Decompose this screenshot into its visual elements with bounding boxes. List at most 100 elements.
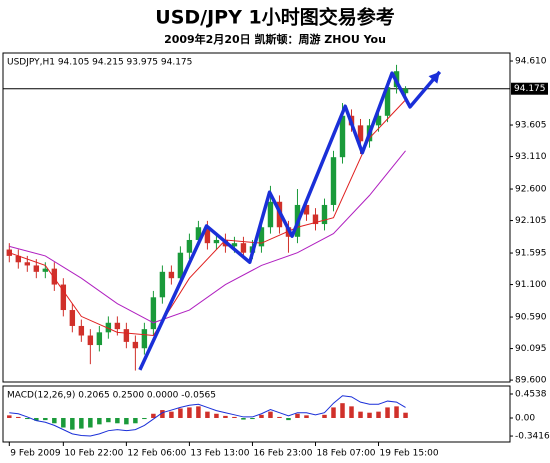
candle-body bbox=[24, 262, 31, 266]
macd-bar bbox=[223, 415, 228, 418]
candle-body bbox=[402, 88, 409, 94]
y-tick-label: 93.605 bbox=[515, 121, 547, 131]
macd-bar bbox=[304, 415, 309, 418]
candle-body bbox=[123, 329, 130, 342]
x-tick-label: 19 Feb 15:00 bbox=[380, 449, 439, 459]
macd-bar bbox=[205, 411, 210, 418]
y-tick-label: 94.610 bbox=[515, 57, 547, 67]
candle-body bbox=[33, 265, 40, 272]
chart-title: USD/JPY 1小时图交易参考 bbox=[155, 6, 394, 29]
last-price-label: 94.175 bbox=[514, 84, 546, 94]
macd-bar bbox=[394, 406, 399, 418]
macd-bar bbox=[133, 417, 138, 424]
y-tick-label: 89.600 bbox=[515, 376, 547, 386]
macd-bar bbox=[7, 415, 12, 418]
macd-bar bbox=[340, 403, 345, 418]
y-tick-label: 93.110 bbox=[515, 152, 547, 162]
candle-body bbox=[213, 239, 220, 244]
candle-body bbox=[42, 268, 49, 272]
candle-body bbox=[321, 204, 328, 225]
macd-bar bbox=[376, 411, 381, 418]
macd-bar bbox=[142, 417, 147, 420]
candle-body bbox=[69, 310, 76, 326]
macd-bar bbox=[241, 417, 246, 420]
y-tick-label: 0.4538 bbox=[515, 389, 547, 399]
y-tick-label: 92.600 bbox=[515, 185, 547, 195]
macd-bar bbox=[250, 417, 255, 420]
candle-body bbox=[141, 329, 148, 349]
candle-body bbox=[339, 115, 346, 158]
candle-body bbox=[159, 271, 166, 298]
macd-bar bbox=[403, 412, 408, 418]
macd-bar bbox=[385, 407, 390, 418]
macd-bar bbox=[259, 414, 264, 418]
macd-bar bbox=[43, 417, 48, 421]
y-tick-label: -0.3416 bbox=[515, 432, 550, 442]
candle-body bbox=[384, 87, 391, 116]
macd-bar bbox=[214, 413, 219, 418]
candle-body bbox=[150, 297, 157, 330]
macd-label: MACD(12,26,9) 0.2065 0.2500 0.0000 -0.05… bbox=[7, 391, 216, 401]
x-tick-label: 12 Feb 06:00 bbox=[127, 449, 186, 459]
macd-bar bbox=[79, 417, 84, 429]
macd-bar bbox=[178, 408, 183, 418]
macd-bar bbox=[367, 412, 372, 418]
y-tick-label: 90.095 bbox=[515, 344, 547, 354]
macd-bar bbox=[187, 407, 192, 418]
y-tick-label: 0.00 bbox=[515, 413, 535, 423]
macd-bar bbox=[124, 417, 129, 425]
moving-average bbox=[9, 150, 406, 324]
macd-bar bbox=[115, 417, 120, 424]
macd-bar bbox=[16, 416, 21, 418]
macd-line bbox=[9, 395, 406, 437]
last-price-tag bbox=[511, 82, 548, 95]
y-tick-label: 92.105 bbox=[515, 216, 547, 226]
candle-body bbox=[60, 284, 67, 311]
macd-bar bbox=[97, 417, 102, 425]
x-tick-label: 16 Feb 23:00 bbox=[253, 449, 312, 459]
macd-bar bbox=[61, 417, 66, 428]
candle-body bbox=[204, 227, 211, 244]
candle-body bbox=[51, 268, 58, 285]
macd-bar bbox=[70, 417, 75, 430]
macd-bar bbox=[169, 411, 174, 418]
x-tick-label: 10 Feb 22:00 bbox=[64, 449, 123, 459]
macd-bar bbox=[232, 416, 237, 418]
macd-bar bbox=[151, 413, 156, 418]
candle-body bbox=[132, 341, 139, 349]
macd-bar bbox=[277, 416, 282, 418]
candle-body bbox=[258, 227, 265, 247]
trend-path bbox=[138, 70, 442, 371]
macd-bar bbox=[331, 407, 336, 418]
y-tick-label: 91.100 bbox=[515, 280, 547, 290]
moving-average bbox=[9, 99, 406, 337]
candle-body bbox=[267, 201, 274, 228]
x-tick-label: 9 Feb 2009 bbox=[10, 449, 61, 459]
candle-body bbox=[78, 325, 85, 336]
candle-body bbox=[195, 227, 202, 240]
header-text: USDJPY,H1 94.105 94.215 93.975 94.175 bbox=[7, 58, 192, 68]
candle-body bbox=[357, 125, 364, 142]
macd-bar bbox=[196, 406, 201, 418]
x-tick-label: 13 Feb 13:00 bbox=[190, 449, 249, 459]
chart-subtitle: 2009年2月20日 凯斯顿：周游 ZHOU You bbox=[164, 32, 386, 46]
candle-body bbox=[312, 214, 319, 225]
y-tick-label: 91.595 bbox=[515, 249, 547, 259]
macd-bar bbox=[160, 410, 165, 418]
macd-bar bbox=[88, 417, 93, 428]
macd-bar bbox=[106, 417, 111, 423]
candle-body bbox=[114, 322, 121, 330]
candle-body bbox=[96, 332, 103, 346]
trend-arrowhead bbox=[428, 71, 440, 84]
x-tick-label: 18 Feb 07:00 bbox=[316, 449, 375, 459]
macd-bar bbox=[349, 406, 354, 418]
candle-body bbox=[375, 115, 382, 126]
candle-body bbox=[330, 157, 337, 205]
y-tick-label: 90.590 bbox=[515, 313, 547, 323]
macd-bar bbox=[322, 414, 327, 418]
candle-body bbox=[177, 252, 184, 279]
macd-bar bbox=[52, 417, 57, 424]
macd-bar bbox=[34, 417, 39, 421]
candle-body bbox=[186, 239, 193, 253]
